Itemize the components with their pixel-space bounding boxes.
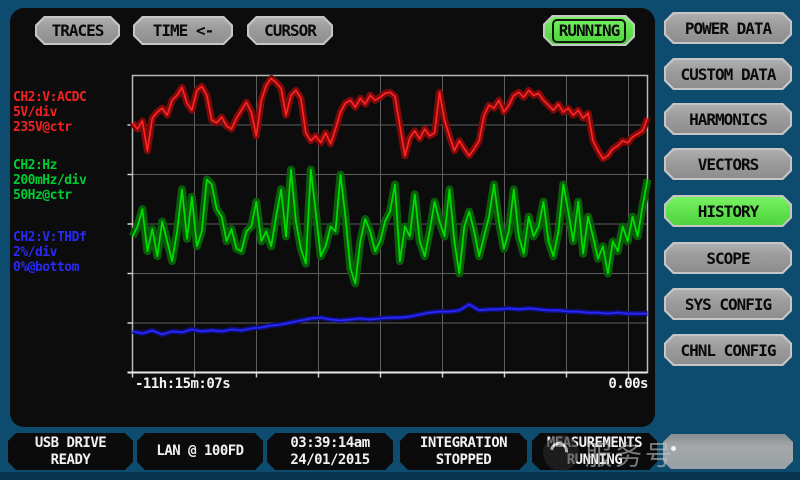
trace-name: CH2:V:THDf — [13, 230, 87, 245]
trace-scale: 200mHz/div — [13, 173, 87, 188]
trace-envelope-0 — [129, 75, 651, 163]
display-panel: TRACES TIME <- CURSOR RUNNING CH2:V:ACDC… — [10, 8, 655, 427]
trace-name: CH2:V:ACDC — [13, 90, 87, 105]
menu-item-custom-data[interactable]: CUSTOM DATA — [664, 58, 792, 90]
trace-reference: 0%@bottom — [13, 260, 79, 275]
cursor-button-label: CURSOR — [249, 18, 331, 43]
x-axis-start-label: -11h:15m:07s — [135, 376, 231, 392]
status-integration: INTEGRATION STOPPED — [400, 433, 527, 470]
running-status-button[interactable]: RUNNING — [543, 15, 635, 46]
menu-item-scope[interactable]: SCOPE — [664, 242, 792, 274]
trace-scale: 5V/div — [13, 105, 57, 120]
traces-button-label: TRACES — [37, 18, 118, 43]
menu-item-sys-config[interactable]: SYS CONFIG — [664, 288, 792, 320]
bezel-bottom-strip — [0, 472, 800, 480]
menu-item-power-data[interactable]: POWER DATA — [664, 12, 792, 44]
indicator-dot — [671, 446, 676, 451]
status-usb: USB DRIVE READY — [8, 433, 133, 470]
trace-reference: 235V@ctr — [13, 120, 72, 135]
x-axis-end-label: 0.00s — [608, 376, 648, 392]
status-datetime: 03:39:14am 24/01/2015 — [267, 433, 393, 470]
trace-line-1 — [131, 168, 649, 285]
menu-item-history-active[interactable]: HISTORY — [664, 195, 792, 227]
trace-scale: 2%/div — [13, 245, 57, 260]
trace-name: CH2:Hz — [13, 158, 57, 173]
trace-line-2 — [132, 303, 648, 336]
trace-readout-thd: CH2:V:THDf 2%/div 0%@bottom — [13, 230, 131, 275]
traces-button[interactable]: TRACES — [35, 16, 120, 45]
cursor-button[interactable]: CURSOR — [247, 16, 333, 45]
running-status-label: RUNNING — [552, 19, 626, 43]
history-plot — [127, 74, 652, 378]
time-button-label: TIME <- — [135, 18, 231, 43]
blank-softkey-slot — [663, 434, 793, 469]
trace-readout-frequency: CH2:Hz 200mHz/div 50Hz@ctr — [13, 158, 131, 203]
menu-item-vectors[interactable]: VECTORS — [664, 148, 792, 180]
status-lan: LAN @ 100FD — [137, 433, 263, 470]
time-button[interactable]: TIME <- — [133, 16, 233, 45]
menu-item-harmonics[interactable]: HARMONICS — [664, 103, 792, 135]
status-measurements: MEASUREMENTS RUNNING — [532, 433, 657, 470]
trace-reference: 50Hz@ctr — [13, 188, 72, 203]
menu-item-chnl-config[interactable]: CHNL CONFIG — [664, 334, 792, 366]
trace-line-0 — [131, 77, 649, 160]
trace-readout-voltage: CH2:V:ACDC 5V/div 235V@ctr — [13, 90, 131, 135]
